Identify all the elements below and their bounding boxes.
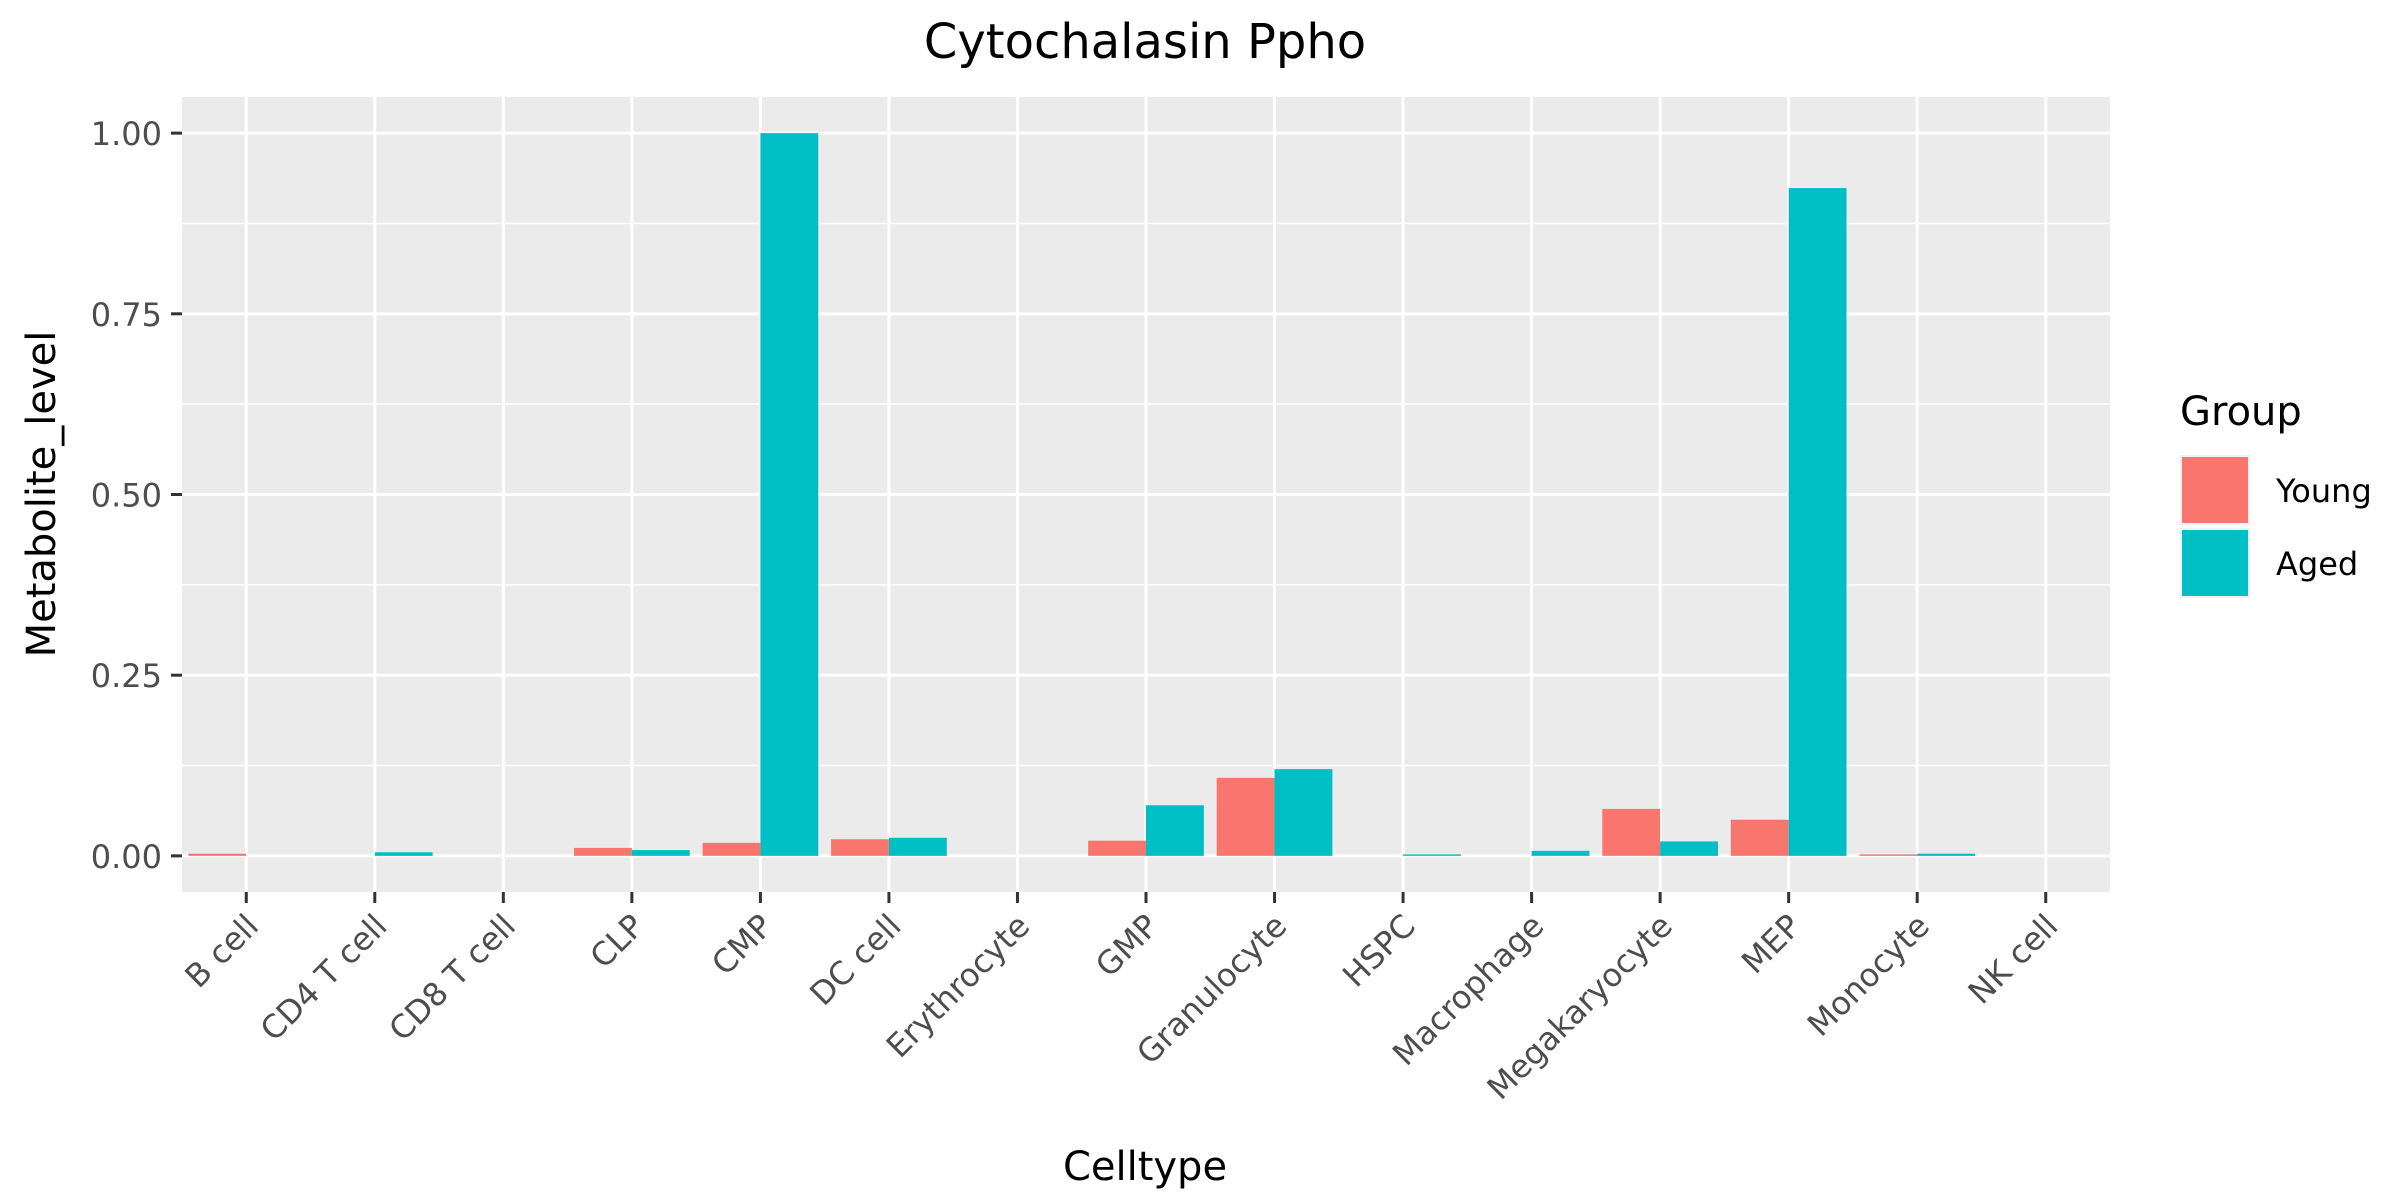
legend-title: Group [2180,389,2302,435]
legend-label-young: Young [2275,472,2372,510]
chart-title: Cytochalasin Ppho [924,14,1366,70]
legend-key-aged [2182,530,2248,596]
bar-aged-cmp [760,133,819,856]
y-tick-label: 0.50 [91,477,162,515]
x-axis-title: Celltype [1063,1144,1227,1190]
bar-young-mep [1730,819,1789,856]
x-tick-label: MEP [1734,907,1808,981]
y-tick-label: 0.00 [91,838,162,876]
legend-key-young [2182,457,2248,523]
x-tick-label: CLP [583,907,652,976]
y-tick-label: 0.75 [91,296,162,334]
bar-aged-megakaryocyte [1660,841,1718,856]
bar-young-cmp [702,842,761,856]
bar-young-megakaryocyte [1602,808,1661,856]
y-tick-label: 1.00 [91,115,162,153]
bar-aged-dc-cell [888,837,947,856]
legend-items: Young Aged [2180,455,2372,598]
y-axis: 0.00 0.25 0.50 0.75 1.00 [91,115,182,876]
bar-young-dc-cell [831,839,889,856]
x-tick-label: DC cell [802,907,908,1013]
bar-aged-mep [1788,188,1847,856]
bar-young-b-cell [188,853,247,856]
x-tick-label: Monocyte [1800,907,1937,1044]
bar-young-gmp [1088,840,1146,856]
bar-aged-hspc [1403,854,1461,856]
bar-aged-gmp [1146,805,1204,856]
x-tick-label: NK cell [1961,907,2066,1012]
x-tick-label: B cell [177,907,266,996]
x-tick-label: GMP [1088,907,1166,985]
bars [188,133,1976,856]
bar-aged-cd4-t-cell [374,852,433,856]
bar-young-granulocyte [1216,777,1275,856]
y-tick-label: 0.25 [91,657,162,695]
x-tick-label: CD8 T cell [381,907,523,1049]
bar-young-clp [574,847,632,856]
x-tick-label: CMP [704,907,780,983]
x-tick-label: CD4 T cell [253,907,395,1049]
bar-aged-monocyte [1917,853,1976,856]
bar-aged-macrophage [1531,850,1590,856]
bar-aged-clp [631,850,690,856]
bar-young-monocyte [1859,854,1918,856]
y-axis-title: Metabolite_level [19,331,65,658]
bar-aged-granulocyte [1274,769,1333,856]
legend-label-aged: Aged [2276,545,2358,583]
x-tick-label: HSPC [1335,907,1423,995]
legend: Group Young Aged [2180,389,2372,598]
